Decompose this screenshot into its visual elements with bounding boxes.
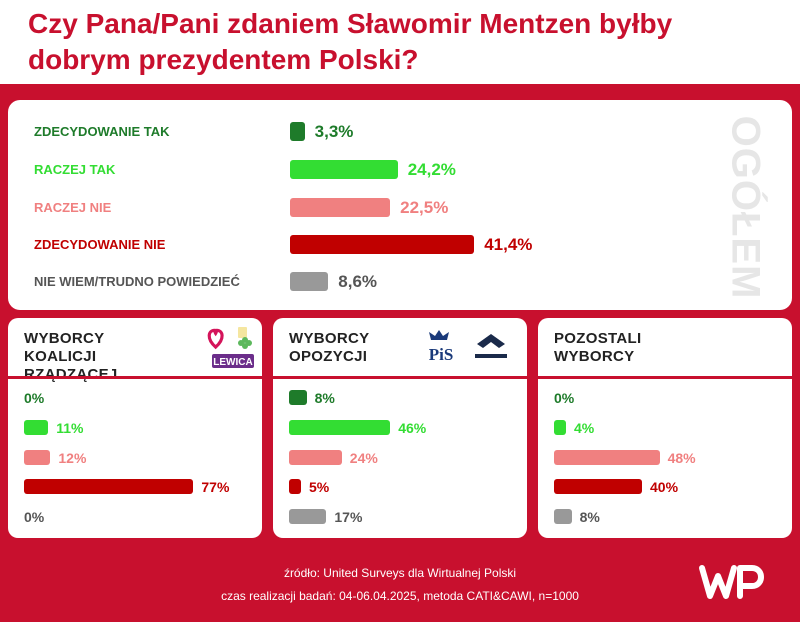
footer-source: źródło: United Surveys dla Wirtualnej Po… (283, 566, 517, 580)
konfederacja-logo (475, 334, 507, 358)
group-opposition-voters: WYBORCY OPOZYCJI PiS 8% 46% 24% 5% 17% (273, 318, 527, 538)
data-label: 22,5% (400, 198, 449, 217)
overall-panel: ZDECYDOWANIE TAK 3,3% RACZEJ TAK 24,2% RACZE… (8, 100, 792, 310)
bar (554, 420, 566, 435)
bar (24, 450, 51, 465)
group-title-line1: POZOSTALI (554, 330, 642, 347)
pis-logo-text: PiS (429, 345, 454, 364)
category-label: NIE WIEM/TRUDNO POWIEDZIEĆ (34, 274, 240, 289)
lewica-logo-text: LEWICA (213, 357, 252, 368)
bar (554, 509, 572, 524)
bar (24, 420, 49, 435)
data-label: 3,3% (314, 122, 354, 141)
bar (290, 122, 305, 141)
group-title-line2: OPOZYCJI (289, 348, 368, 365)
group-coalition-voters: WYBORCY KOALICJI RZĄDZĄCEJ LEWICA 0% 11% 1… (8, 318, 262, 538)
data-label: 5% (309, 479, 330, 495)
header: Czy Pana/Pani zdaniem Sławomir Mentzen b… (0, 0, 800, 84)
data-label: 0% (554, 390, 575, 406)
bar (554, 479, 642, 494)
data-label: 77% (201, 479, 230, 495)
data-label: 48% (667, 450, 696, 466)
bar (554, 450, 660, 465)
group-title: POZOSTALI WYBORCY (554, 330, 714, 366)
data-label: 24% (349, 450, 378, 466)
data-label: 46% (398, 420, 427, 436)
data-label: 8% (579, 509, 600, 525)
category-label: RACZEJ TAK (34, 162, 116, 177)
side-label-text: OGÓŁEM (723, 115, 768, 299)
data-label: 40% (650, 479, 679, 495)
wp-logo (699, 565, 764, 599)
heart-logo: LEWICA (207, 327, 254, 368)
bar (290, 160, 398, 179)
data-label: 12% (58, 450, 87, 466)
group-title: WYBORCY OPOZYCJI (289, 330, 449, 366)
group-title-line1: WYBORCY (289, 330, 370, 347)
group-title-line1: WYBORCY (24, 330, 105, 347)
bar (290, 272, 329, 291)
group-separator (273, 376, 527, 379)
group-separator (8, 376, 262, 379)
side-label: OGÓŁEM (720, 115, 770, 299)
data-label: 41,4% (484, 235, 533, 254)
data-label: 8,6% (338, 272, 378, 291)
data-label: 4% (574, 420, 595, 436)
data-label: 11% (56, 420, 84, 436)
bar (289, 390, 307, 405)
data-label: 0% (24, 390, 45, 406)
pis-logo: PiS (429, 330, 454, 364)
bar (24, 479, 194, 494)
category-label: RACZEJ NIE (34, 200, 112, 215)
chart-title: Czy Pana/Pani zdaniem Sławomir Mentzen b… (28, 8, 673, 75)
data-label: 17% (334, 509, 363, 525)
bar (289, 509, 327, 524)
bar (289, 420, 391, 435)
bar (290, 198, 391, 217)
group-title-line2: WYBORCY (554, 348, 635, 365)
category-label: ZDECYDOWANIE NIE (34, 237, 166, 252)
data-label: 8% (314, 390, 335, 406)
bar (289, 450, 342, 465)
group-other-voters: POZOSTALI WYBORCY 0% 4% 48% 40% 8% (538, 318, 792, 538)
data-label: 24,2% (407, 160, 456, 179)
category-label: ZDECYDOWANIE TAK (34, 124, 170, 139)
bar (290, 235, 475, 254)
data-label: 0% (24, 509, 45, 525)
group-separator (538, 376, 792, 379)
bar (289, 479, 301, 494)
footer-details: czas realizacji badań: 04-06.04.2025, me… (221, 589, 579, 603)
